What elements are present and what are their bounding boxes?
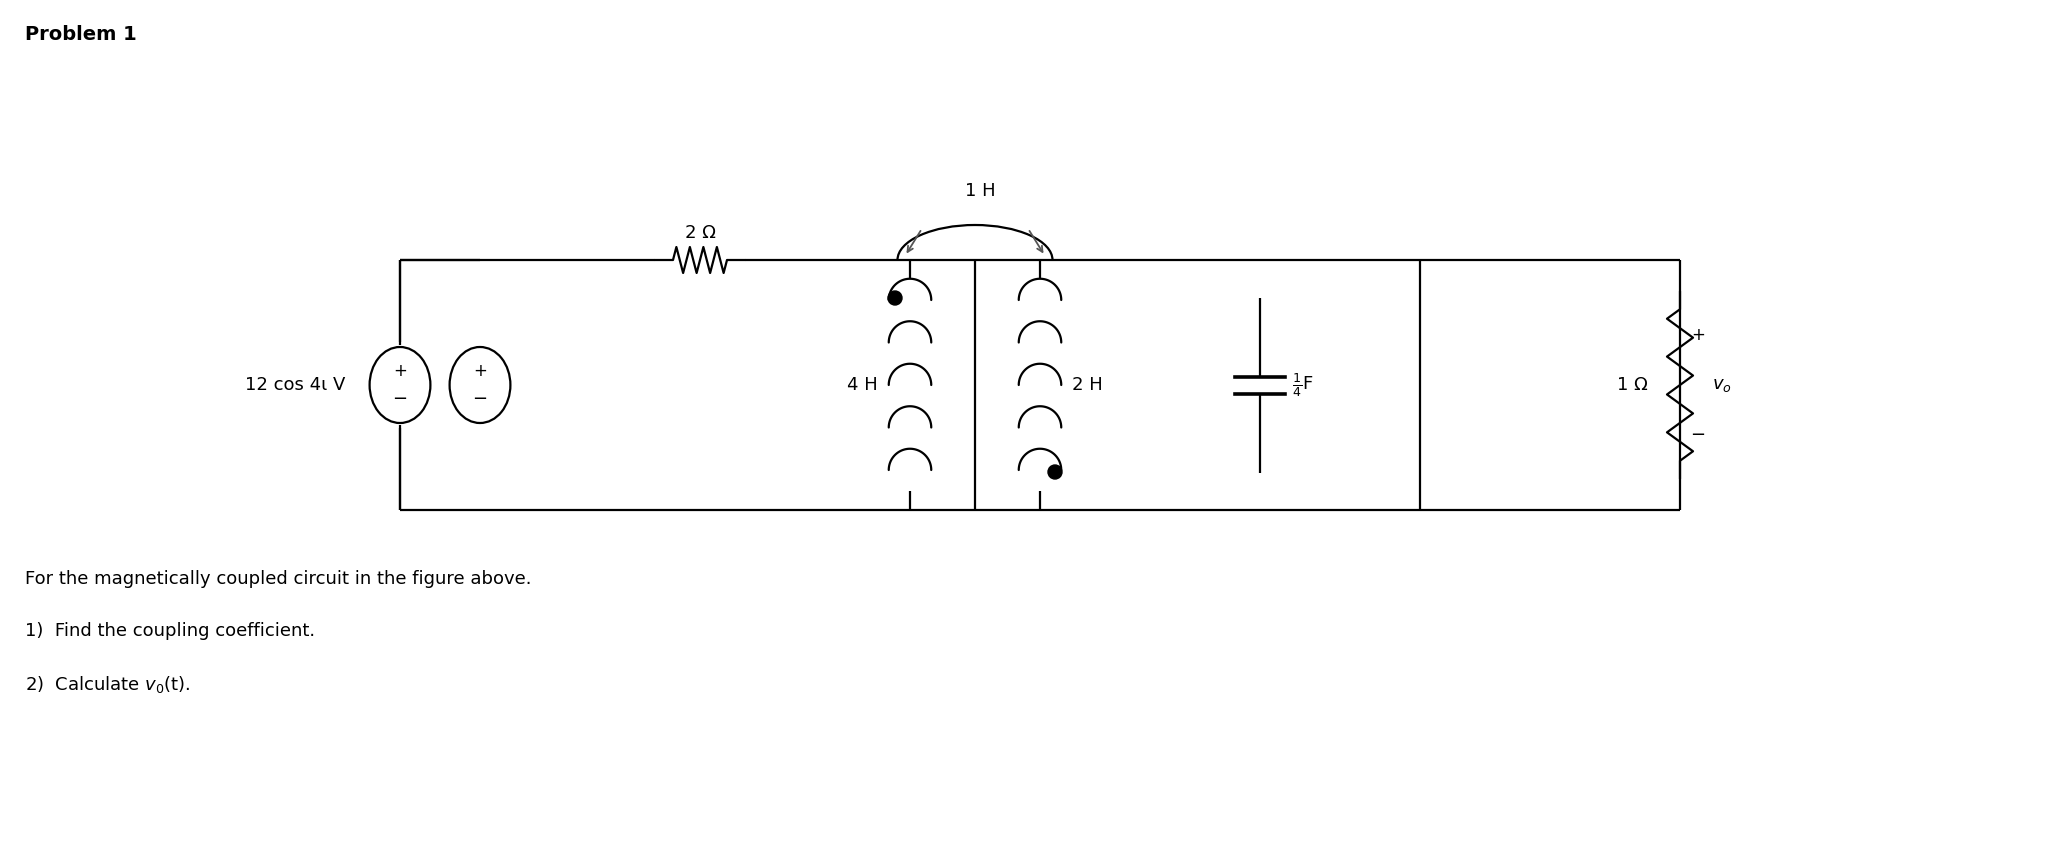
Text: 2 Ω: 2 Ω: [685, 224, 716, 242]
Text: −: −: [393, 390, 407, 408]
Text: $\frac{1}{4}$F: $\frac{1}{4}$F: [1291, 371, 1314, 399]
Text: 4 H: 4 H: [847, 376, 878, 394]
Text: 1)  Find the coupling coefficient.: 1) Find the coupling coefficient.: [25, 622, 315, 640]
Text: +: +: [473, 361, 487, 379]
Circle shape: [1048, 465, 1062, 479]
Text: 12 cos 4ι V: 12 cos 4ι V: [246, 376, 346, 394]
Text: 2)  Calculate $v_0$(t).: 2) Calculate $v_0$(t).: [25, 674, 190, 695]
Text: 1 H: 1 H: [964, 182, 994, 200]
Text: 1 Ω: 1 Ω: [1616, 376, 1647, 394]
Text: +: +: [1692, 326, 1704, 344]
Text: −: −: [473, 390, 487, 408]
Text: $v_o$: $v_o$: [1713, 376, 1731, 394]
Text: For the magnetically coupled circuit in the figure above.: For the magnetically coupled circuit in …: [25, 570, 532, 588]
Text: 2 H: 2 H: [1072, 376, 1103, 394]
Text: −: −: [1690, 426, 1706, 444]
Text: +: +: [393, 361, 407, 379]
Text: Problem 1: Problem 1: [25, 25, 137, 44]
Circle shape: [888, 291, 902, 305]
